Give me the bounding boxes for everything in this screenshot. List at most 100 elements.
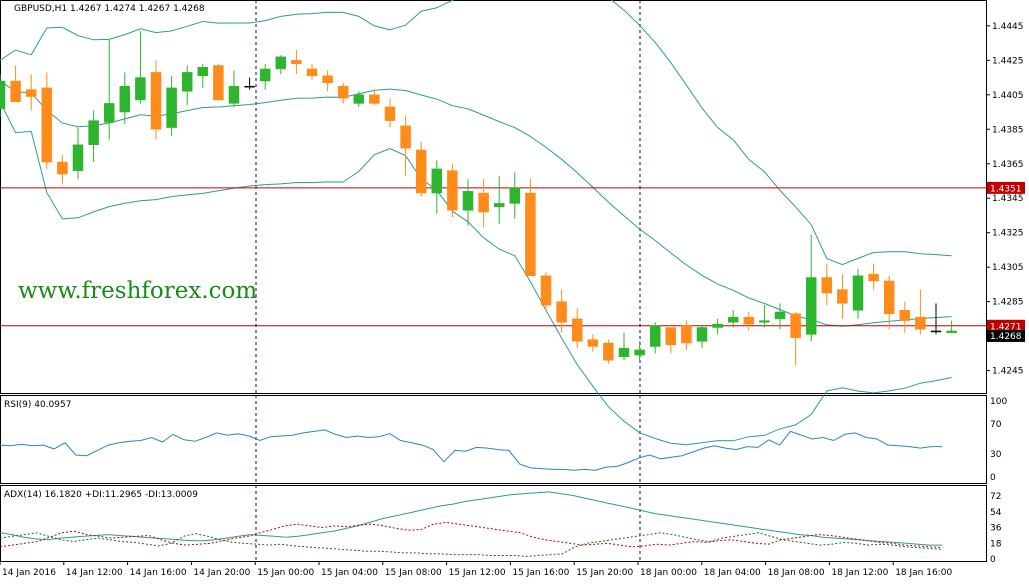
- candle-body[interactable]: [431, 168, 443, 194]
- candle-body[interactable]: [275, 56, 287, 70]
- candle-body[interactable]: [540, 275, 552, 306]
- candle-body[interactable]: [509, 187, 521, 204]
- candle-body[interactable]: [743, 316, 755, 325]
- candle-body[interactable]: [634, 349, 645, 356]
- candle-body[interactable]: [759, 320, 770, 323]
- price-axis-label: 1.4305: [992, 263, 1024, 273]
- minus-di-line: [0, 521, 943, 549]
- candle-body[interactable]: [603, 342, 614, 361]
- candle-body[interactable]: [587, 339, 599, 347]
- candle-body[interactable]: [899, 310, 911, 321]
- candle-body[interactable]: [88, 120, 99, 146]
- time-axis-label: 18 Jan 12:00: [831, 568, 888, 578]
- adx-title: ADX(14) 16.1820 +DI:11.2965 -DI:13.0009: [4, 490, 198, 500]
- candle-body[interactable]: [41, 87, 53, 163]
- price-axis-label: 1.4425: [992, 56, 1024, 66]
- candle-body[interactable]: [447, 170, 458, 211]
- rsi-title: RSI(9) 40.0957: [4, 400, 71, 410]
- level-price-tag: [987, 181, 1025, 194]
- candle-body[interactable]: [244, 85, 255, 88]
- candle-body[interactable]: [259, 68, 271, 82]
- candle-body[interactable]: [415, 149, 427, 194]
- candle-body[interactable]: [72, 144, 84, 171]
- price-axis-label: 1.4325: [992, 229, 1024, 239]
- current-price-label: 1.4268: [990, 332, 1022, 342]
- candle-body[interactable]: [57, 161, 68, 175]
- candle-body[interactable]: [915, 316, 926, 330]
- main-panel-frame: [0, 0, 987, 394]
- candle-body[interactable]: [10, 80, 21, 102]
- candle-body[interactable]: [353, 94, 365, 104]
- candle-body[interactable]: [712, 323, 723, 328]
- candle-body[interactable]: [649, 325, 661, 347]
- level-price-label: 1.4271: [990, 322, 1022, 332]
- candle-body[interactable]: [883, 280, 895, 314]
- time-axis-label: 14 Jan 16:00: [130, 568, 187, 578]
- candle-body[interactable]: [337, 85, 349, 99]
- candle-body[interactable]: [228, 85, 240, 104]
- candle-body[interactable]: [478, 192, 489, 213]
- candle-body[interactable]: [930, 330, 942, 333]
- candle-body[interactable]: [25, 89, 37, 97]
- candle-body[interactable]: [462, 191, 474, 211]
- candle-body[interactable]: [525, 192, 536, 277]
- adx-axis-label: 54: [990, 508, 1002, 518]
- candle-body[interactable]: [384, 106, 396, 121]
- axes-group: 1.44451.44251.44051.43851.43651.43451.43…: [0, 22, 1024, 578]
- time-axis-label: 18 Jan 16:00: [895, 568, 952, 578]
- adx-axis-label: 18: [990, 539, 1002, 549]
- candle-body[interactable]: [852, 275, 864, 311]
- candle-body[interactable]: [103, 103, 115, 123]
- adx-axis-label: 0: [990, 555, 996, 565]
- time-axis-label: 14 Jan 2016: [2, 568, 56, 578]
- candle-body[interactable]: [0, 80, 6, 109]
- price-axis-label: 1.4365: [992, 160, 1024, 170]
- candle-body[interactable]: [571, 318, 583, 342]
- time-axis-label: 15 Jan 08:00: [385, 568, 442, 578]
- bollinger-upper-line: [0, 0, 952, 266]
- candle-body[interactable]: [618, 347, 630, 358]
- candle-body[interactable]: [665, 327, 677, 345]
- candle-body[interactable]: [197, 66, 209, 77]
- time-axis-label: 18 Jan 04:00: [704, 568, 761, 578]
- candle-body[interactable]: [790, 313, 801, 339]
- candle-body[interactable]: [322, 75, 333, 83]
- candle-body[interactable]: [868, 273, 879, 282]
- candle-body[interactable]: [696, 327, 708, 342]
- time-axis-label: 15 Jan 16:00: [512, 568, 569, 578]
- price-axis-label: 1.4385: [992, 125, 1024, 135]
- rsi-line: [0, 429, 942, 471]
- candle-body[interactable]: [493, 203, 505, 208]
- candle-body[interactable]: [805, 277, 817, 335]
- candle-body[interactable]: [306, 68, 318, 77]
- rsi-panel-frame: [0, 395, 987, 484]
- candle-body[interactable]: [946, 330, 957, 333]
- candle-body[interactable]: [166, 87, 177, 128]
- candle-body[interactable]: [181, 72, 193, 92]
- candle-body[interactable]: [681, 325, 692, 344]
- candle-body[interactable]: [774, 311, 786, 320]
- candle-body[interactable]: [837, 289, 848, 304]
- rsi-axis-label: 30: [990, 450, 1002, 460]
- rsi-axis-label: 70: [990, 420, 1002, 430]
- time-axis-label: 15 Jan 04:00: [321, 568, 378, 578]
- candle-body[interactable]: [400, 125, 411, 149]
- candle-body[interactable]: [291, 60, 302, 65]
- session-separators: [255, 0, 641, 561]
- time-axis-label: 18 Jan 08:00: [768, 568, 825, 578]
- candle-body[interactable]: [369, 94, 380, 104]
- candle-body[interactable]: [150, 72, 162, 130]
- candle-body[interactable]: [556, 301, 567, 323]
- time-axis-label: 18 Jan 00:00: [640, 568, 697, 578]
- rsi-axis-label: 100: [990, 397, 1007, 407]
- bollinger-lower-line: [0, 101, 952, 446]
- candle-body[interactable]: [135, 77, 146, 101]
- candle-body[interactable]: [727, 316, 739, 323]
- candle-body[interactable]: [213, 65, 224, 101]
- price-axis-label: 1.4445: [992, 22, 1024, 32]
- price-axis-label: 1.4245: [992, 367, 1024, 377]
- candle-body[interactable]: [119, 85, 131, 113]
- time-axis-label: 14 Jan 12:00: [66, 568, 123, 578]
- candle-body[interactable]: [821, 277, 833, 294]
